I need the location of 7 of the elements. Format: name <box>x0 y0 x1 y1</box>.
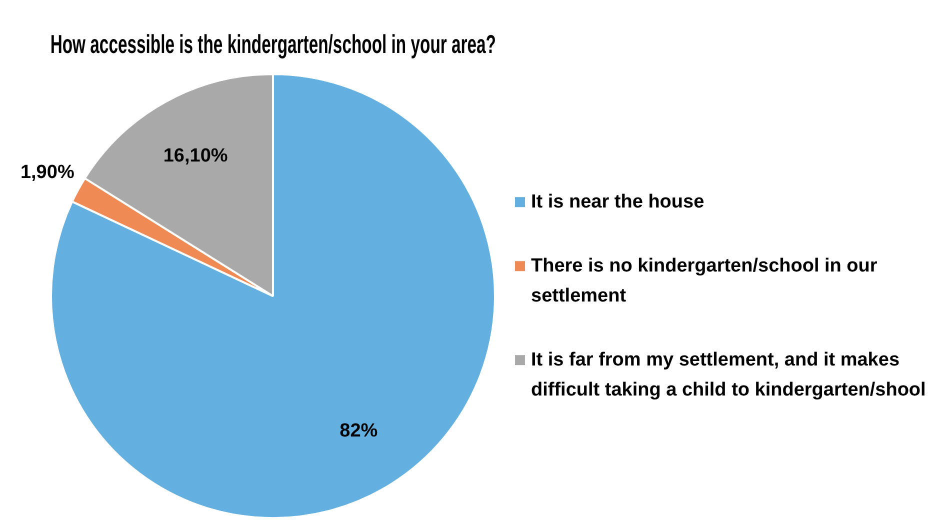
data-label: 16,10% <box>163 146 228 167</box>
data-label: 1,90% <box>20 162 74 184</box>
legend-label: There is no kindergarten/school in our settlement <box>531 255 878 306</box>
data-label: 82% <box>340 420 378 442</box>
chart-title: How accessible is the kindergarten/school in your area? <box>50 28 496 59</box>
legend-label: It is near the house <box>531 191 704 212</box>
legend-label: It is far from my settlement, and it makes difficult taking a child to kindergarten/shool <box>531 349 926 400</box>
